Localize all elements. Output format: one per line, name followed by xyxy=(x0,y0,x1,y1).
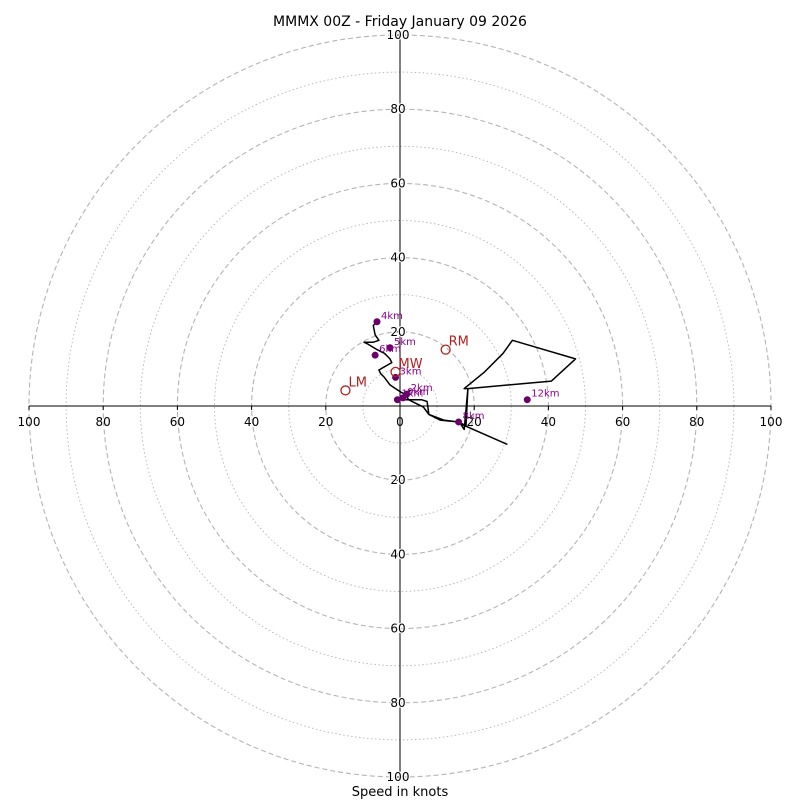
wind-trace-line xyxy=(363,319,577,445)
x-tick-label: 100 xyxy=(18,415,41,429)
height-marker-label: 8km xyxy=(463,411,485,422)
y-tick-label: 100 xyxy=(387,770,410,784)
y-tick-label: 40 xyxy=(390,251,405,265)
storm-motion-marker xyxy=(440,344,451,355)
height-marker-label: 0km xyxy=(407,387,429,398)
x-tick-label: 80 xyxy=(689,415,704,429)
height-marker-label: 1km xyxy=(401,389,423,400)
storm-motion-marker xyxy=(390,366,401,378)
x-axis-label: Speed in knots xyxy=(352,785,449,800)
y-tick-label: 100 xyxy=(387,28,410,42)
y-tick-label: 40 xyxy=(390,547,405,561)
y-tick-label: 60 xyxy=(390,622,405,636)
height-marker-dot xyxy=(455,418,463,426)
y-tick-label: 20 xyxy=(390,325,405,339)
wind-trace xyxy=(363,319,577,445)
x-tick-label: 60 xyxy=(615,415,630,429)
chart-title: MMMX 00Z - Friday January 09 2026 xyxy=(273,14,527,30)
height-marker-label: 2km xyxy=(411,383,433,394)
x-tick-label: 20 xyxy=(467,415,482,429)
height-marker-dot xyxy=(371,351,379,359)
storm-motion-label: LM xyxy=(348,375,366,390)
height-marker-dot xyxy=(403,390,411,398)
height-marker-label: 5km xyxy=(394,337,416,348)
y-tick-label: 80 xyxy=(390,696,405,710)
axes xyxy=(28,34,772,778)
height-marker-label: 3km xyxy=(400,366,422,377)
y-tick-label: 20 xyxy=(390,473,405,487)
x-tick-label: 80 xyxy=(96,415,111,429)
x-tick-label: 60 xyxy=(170,415,185,429)
height-marker-label: 4km xyxy=(381,311,403,322)
storm-motion-label: MW xyxy=(399,357,423,372)
height-marker-dot xyxy=(373,318,381,326)
x-tick-label: 40 xyxy=(244,415,259,429)
x-tick-label: 0 xyxy=(396,415,404,429)
height-marker-dot xyxy=(393,396,401,404)
x-tick-label: 20 xyxy=(318,415,333,429)
storm-motion-markers: RM MW LM xyxy=(340,335,469,396)
storm-motion-marker xyxy=(340,385,351,396)
height-marker-dot xyxy=(386,344,394,352)
y-tick-label: 80 xyxy=(390,102,405,116)
storm-motion-label: RM xyxy=(449,335,469,350)
x-tick-label: 100 xyxy=(760,415,783,429)
tick-labels: 100 80 60 40 20 0 20 40 60 80 100 20 40 60 80 100 20 40 60… xyxy=(18,27,783,785)
height-marker-label: 12km xyxy=(531,389,559,400)
y-tick-label: 60 xyxy=(390,176,405,190)
height-marker-dot xyxy=(523,396,531,404)
height-marker-label: 6km xyxy=(379,344,401,355)
x-tick-label: 40 xyxy=(541,415,556,429)
